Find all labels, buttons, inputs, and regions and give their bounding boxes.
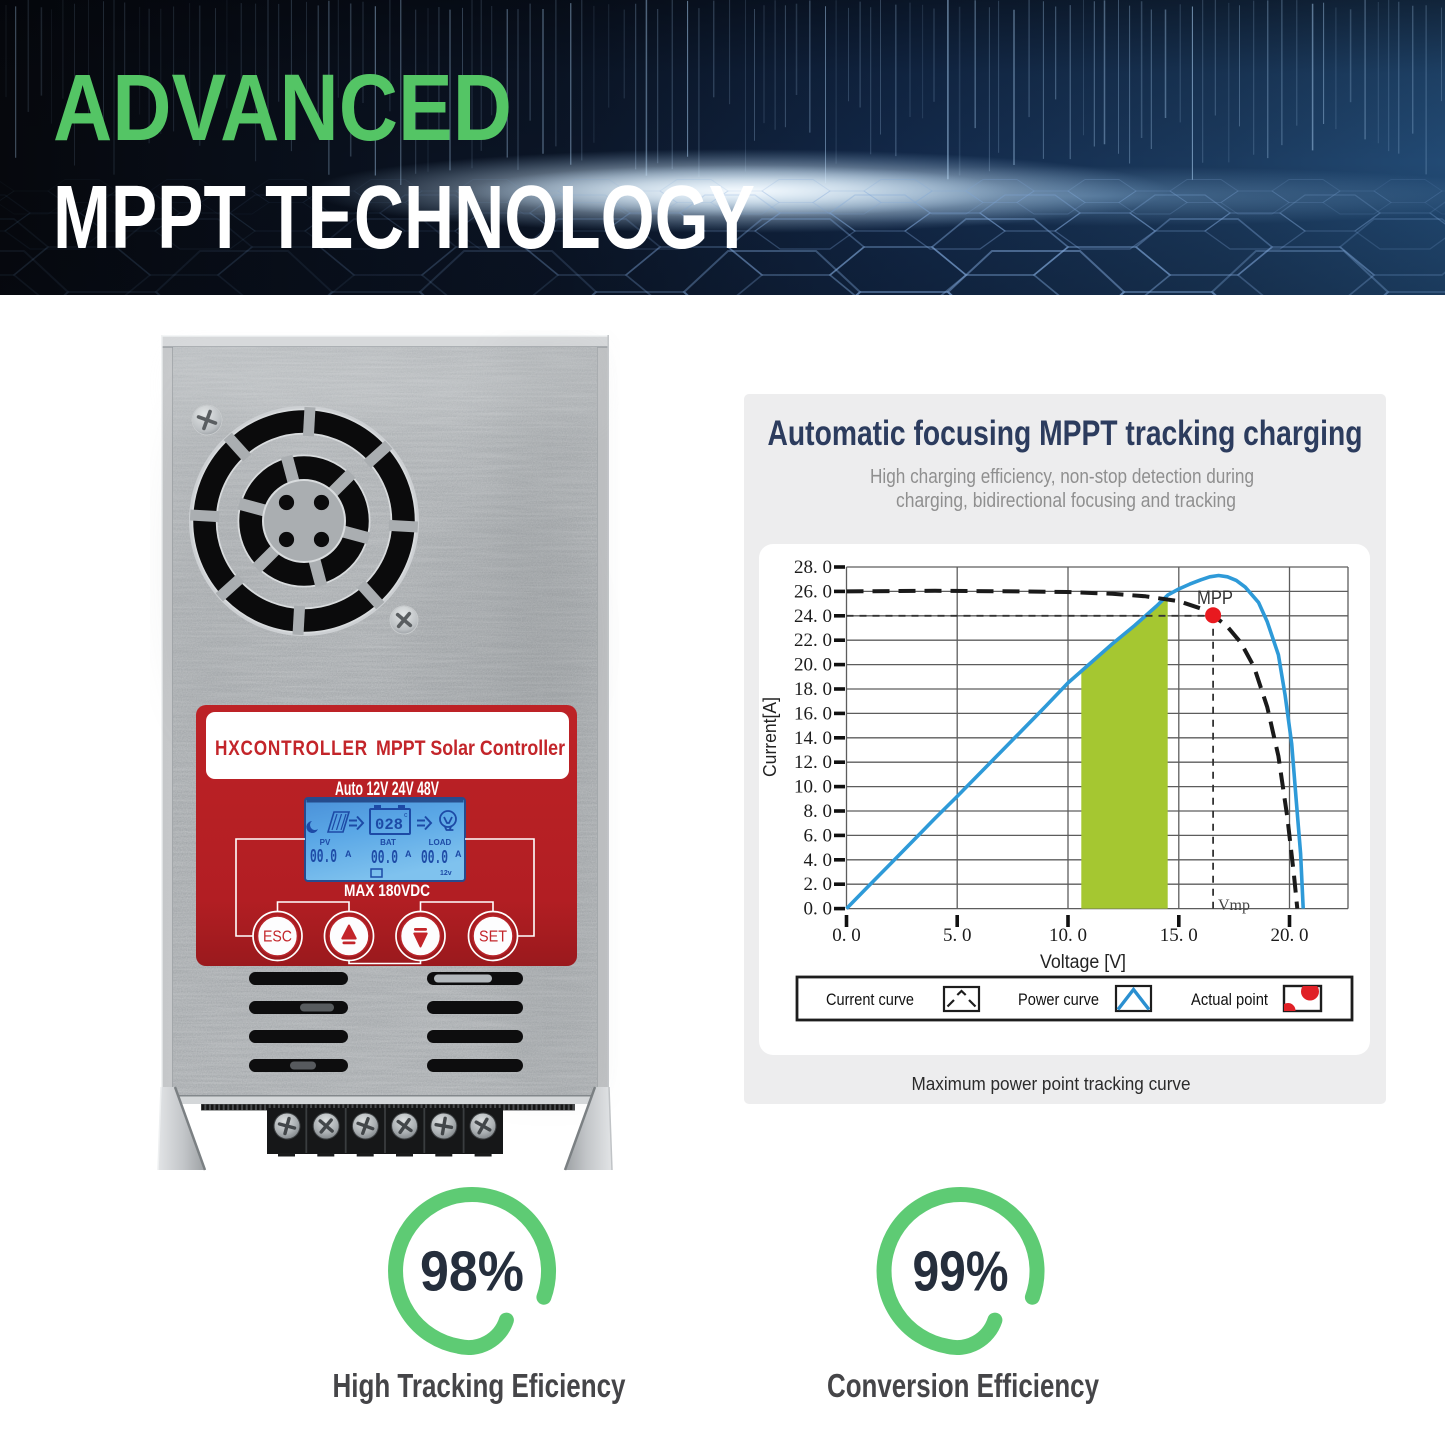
svg-text:18. 0: 18. 0	[794, 679, 832, 700]
svg-text:MAX 180VDC: MAX 180VDC	[344, 881, 430, 900]
svg-text:8. 0: 8. 0	[804, 801, 833, 822]
svg-text:BAT: BAT	[380, 838, 396, 847]
svg-text:26. 0: 26. 0	[794, 581, 832, 602]
svg-text:c: c	[404, 812, 408, 819]
svg-text:HXCONTROLLER: HXCONTROLLER	[215, 737, 368, 760]
svg-text:4. 0: 4. 0	[804, 850, 833, 871]
svg-text:00.0: 00.0	[421, 847, 448, 869]
svg-text:028: 028	[375, 816, 403, 834]
svg-text:Maximum power point tracking c: Maximum power point tracking curve	[912, 1074, 1191, 1094]
svg-text:16. 0: 16. 0	[794, 703, 832, 724]
svg-text:22. 0: 22. 0	[794, 630, 832, 651]
svg-text:High Tracking Eficiency: High Tracking Eficiency	[333, 1367, 627, 1404]
svg-text:A: A	[405, 849, 412, 859]
svg-text:5. 0: 5. 0	[943, 925, 972, 946]
svg-text:PV: PV	[320, 838, 331, 847]
svg-text:High charging efficiency, non-: High charging efficiency, non-stop detec…	[870, 466, 1254, 488]
svg-text:Conversion Efficiency: Conversion Efficiency	[827, 1367, 1099, 1404]
svg-text:20. 0: 20. 0	[1271, 925, 1309, 946]
svg-text:0. 0: 0. 0	[832, 925, 861, 946]
svg-text:Auto 12V 24V 48V: Auto 12V 24V 48V	[335, 779, 439, 800]
svg-text:Automatic focusing MPPT tracki: Automatic focusing MPPT tracking chargin…	[768, 413, 1363, 453]
svg-text:12v: 12v	[440, 870, 452, 877]
svg-text:A: A	[455, 849, 462, 859]
svg-text:28. 0: 28. 0	[794, 557, 832, 578]
svg-text:0. 0: 0. 0	[804, 899, 833, 920]
svg-text:20. 0: 20. 0	[794, 655, 832, 676]
svg-text:98%: 98%	[420, 1240, 524, 1303]
svg-text:charging, bidirectional focusi: charging, bidirectional focusing and tra…	[896, 490, 1236, 512]
svg-text:Current[A]: Current[A]	[760, 697, 780, 777]
svg-text:MPP: MPP	[1197, 588, 1233, 609]
svg-text:24. 0: 24. 0	[794, 606, 832, 627]
svg-text:LOAD: LOAD	[429, 838, 452, 847]
svg-text:MPPT TECHNOLOGY: MPPT TECHNOLOGY	[53, 168, 755, 268]
svg-text:99%: 99%	[913, 1240, 1009, 1303]
svg-text:10. 0: 10. 0	[794, 777, 832, 798]
svg-text:ADVANCED: ADVANCED	[53, 55, 512, 161]
svg-text:00.0: 00.0	[371, 847, 398, 869]
svg-text:14. 0: 14. 0	[794, 728, 832, 749]
svg-text:00.0: 00.0	[310, 846, 337, 868]
svg-text:Vmp: Vmp	[1218, 897, 1250, 914]
svg-text:15. 0: 15. 0	[1160, 925, 1198, 946]
svg-text:Power curve: Power curve	[1018, 990, 1099, 1009]
svg-text:12. 0: 12. 0	[794, 752, 832, 773]
svg-text:10. 0: 10. 0	[1049, 925, 1087, 946]
svg-text:Voltage [V]: Voltage [V]	[1040, 952, 1126, 973]
svg-text:Current curve: Current curve	[826, 990, 914, 1009]
svg-text:2. 0: 2. 0	[804, 874, 833, 895]
svg-text:A: A	[345, 849, 352, 859]
svg-text:MPPT Solar Controller: MPPT Solar Controller	[376, 737, 565, 760]
svg-text:Actual point: Actual point	[1191, 990, 1268, 1009]
svg-text:SET: SET	[479, 929, 507, 946]
svg-text:ESC: ESC	[263, 929, 292, 946]
svg-text:6. 0: 6. 0	[804, 825, 833, 846]
